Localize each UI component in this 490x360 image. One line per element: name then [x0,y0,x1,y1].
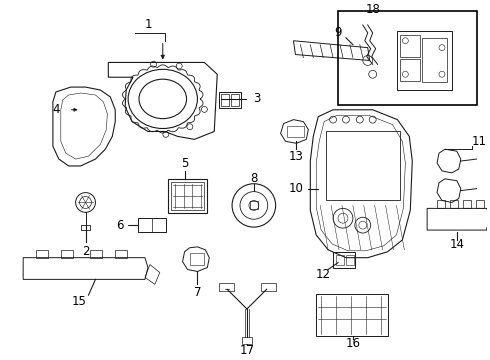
Bar [422,38,447,82]
Bar [400,59,420,81]
Text: 8: 8 [250,172,258,185]
Bar [190,253,204,265]
Text: 9: 9 [334,26,342,39]
Text: 13: 13 [289,150,304,163]
Bar [476,201,484,208]
Bar [261,283,276,291]
Text: 11: 11 [472,135,487,148]
Text: 5: 5 [181,157,188,170]
Bar [221,94,229,106]
Bar [80,225,91,230]
Text: 2: 2 [82,245,89,258]
Text: 6: 6 [117,219,124,231]
Bar [397,31,452,90]
Bar [437,201,445,208]
Bar [138,218,166,232]
Bar [400,35,420,57]
Bar [346,255,354,265]
Bar [168,179,207,213]
Bar [242,337,252,345]
Bar [333,252,355,267]
Bar [316,294,388,336]
Bar [231,94,239,106]
Bar [287,126,304,138]
Bar [36,250,48,258]
Text: 15: 15 [71,294,86,307]
Bar [115,250,127,258]
Bar [250,202,258,210]
Bar [171,182,204,210]
Bar [61,250,73,258]
Text: 10: 10 [289,182,304,195]
Bar [219,92,241,108]
Text: 7: 7 [194,286,201,299]
Bar [219,283,234,291]
Text: 14: 14 [449,238,465,251]
Bar [91,250,102,258]
Bar [463,201,471,208]
Text: 4: 4 [52,103,60,116]
Text: 16: 16 [345,337,360,350]
Text: 3: 3 [253,93,261,105]
Bar [326,131,400,201]
Bar [336,255,344,265]
Bar [450,201,458,208]
Text: 12: 12 [316,268,331,281]
Text: 1: 1 [144,18,152,31]
Bar [338,11,477,105]
Text: 18: 18 [365,3,380,16]
Text: 17: 17 [240,344,254,357]
